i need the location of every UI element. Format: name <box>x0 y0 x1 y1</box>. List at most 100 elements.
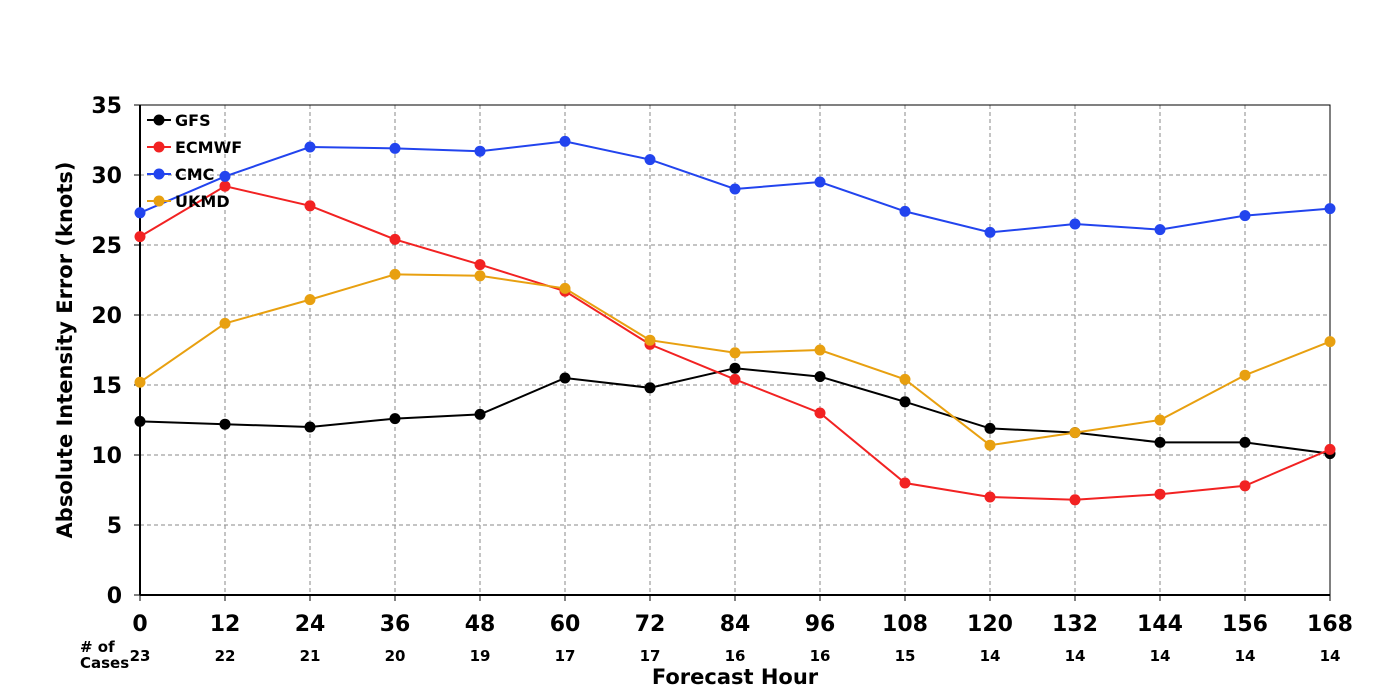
data-point <box>1154 224 1166 236</box>
data-point <box>729 183 741 195</box>
y-tick-label: 20 <box>91 304 122 329</box>
series-gfs <box>134 362 1336 460</box>
data-point <box>984 491 996 503</box>
data-point <box>1324 443 1336 455</box>
data-point <box>1069 427 1081 439</box>
legend-label: GFS <box>175 111 211 130</box>
data-point <box>814 371 826 383</box>
data-point <box>984 422 996 434</box>
data-point <box>304 421 316 433</box>
x-tick-label: 12 <box>210 612 241 637</box>
x-tick-label: 72 <box>635 612 666 637</box>
grid-lines <box>140 105 1330 595</box>
y-tick-label: 25 <box>91 234 122 259</box>
x-tick-labels: 0 12 24 36 48 60 72 84 96 108 120 132 144 156 168 <box>132 595 1353 637</box>
data-point <box>304 294 316 306</box>
data-point <box>389 142 401 154</box>
case-count: 20 <box>385 647 406 665</box>
case-count: 14 <box>980 647 1001 665</box>
legend-item-ecmwf: ECMWF <box>147 138 242 157</box>
data-point <box>1324 203 1336 215</box>
legend-label: UKMD <box>175 192 230 211</box>
data-point <box>814 407 826 419</box>
data-point <box>899 477 911 489</box>
x-axis-title: Forecast Hour <box>652 665 819 689</box>
data-point <box>474 408 486 420</box>
legend-label: ECMWF <box>175 138 242 157</box>
data-point <box>1154 488 1166 500</box>
data-point <box>1154 414 1166 426</box>
data-point <box>219 180 231 192</box>
y-tick-label: 10 <box>91 444 122 469</box>
data-point <box>644 334 656 346</box>
case-count: 17 <box>640 647 661 665</box>
legend-item-ukmd: UKMD <box>147 192 230 211</box>
y-tick-label: 5 <box>107 514 122 539</box>
case-count: 19 <box>470 647 491 665</box>
y-tick-labels: 0 5 10 15 20 25 30 35 <box>91 94 140 609</box>
data-point <box>1239 210 1251 222</box>
y-tick-label: 35 <box>91 94 122 119</box>
case-count: 15 <box>895 647 916 665</box>
data-point <box>899 373 911 385</box>
data-point <box>389 413 401 425</box>
legend-swatch-marker <box>153 168 165 180</box>
legend: GFS ECMWF CMC UKMD <box>147 111 242 211</box>
data-point <box>559 372 571 384</box>
data-point <box>729 373 741 385</box>
legend-item-gfs: GFS <box>147 111 211 130</box>
x-tick-label: 156 <box>1222 612 1268 637</box>
data-point <box>389 233 401 245</box>
series-cmc <box>134 135 1336 238</box>
x-tick-label: 60 <box>550 612 581 637</box>
series-lines <box>134 135 1336 506</box>
data-point <box>134 415 146 427</box>
case-count: 17 <box>555 647 576 665</box>
data-point <box>1069 494 1081 506</box>
cases-label: # of <box>80 638 115 656</box>
x-tick-label: 24 <box>295 612 326 637</box>
x-tick-label: 132 <box>1052 612 1098 637</box>
x-tick-label: 36 <box>380 612 411 637</box>
data-point <box>474 270 486 282</box>
data-point <box>304 141 316 153</box>
data-point <box>219 317 231 329</box>
x-tick-label: 144 <box>1137 612 1183 637</box>
data-point <box>304 200 316 212</box>
case-count: 14 <box>1235 647 1256 665</box>
data-point <box>729 362 741 374</box>
case-count: 16 <box>725 647 746 665</box>
x-tick-label: 108 <box>882 612 928 637</box>
cases-label: Cases <box>80 654 129 672</box>
data-point <box>899 205 911 217</box>
data-point <box>984 226 996 238</box>
case-count: 21 <box>300 647 321 665</box>
legend-label: CMC <box>175 165 214 184</box>
data-point <box>1324 336 1336 348</box>
y-axis-title: Absolute Intensity Error (knots) <box>53 162 77 539</box>
data-point <box>219 418 231 430</box>
case-count: 14 <box>1065 647 1086 665</box>
data-point <box>134 207 146 219</box>
data-point <box>729 347 741 359</box>
data-point <box>984 439 996 451</box>
data-point <box>1239 436 1251 448</box>
x-tick-label: 48 <box>465 612 496 637</box>
case-count: 22 <box>215 647 236 665</box>
legend-swatch-marker <box>153 141 165 153</box>
series-ukmd <box>134 268 1336 451</box>
x-tick-label: 96 <box>805 612 836 637</box>
data-point <box>559 282 571 294</box>
y-tick-label: 30 <box>91 164 122 189</box>
data-point <box>474 259 486 271</box>
y-tick-label: 0 <box>107 584 122 609</box>
data-point <box>1239 369 1251 381</box>
legend-swatch-marker <box>153 195 165 207</box>
x-tick-label: 0 <box>132 612 147 637</box>
data-point <box>814 344 826 356</box>
legend-swatch-marker <box>153 114 165 126</box>
case-count: 16 <box>810 647 831 665</box>
x-tick-label: 120 <box>967 612 1013 637</box>
